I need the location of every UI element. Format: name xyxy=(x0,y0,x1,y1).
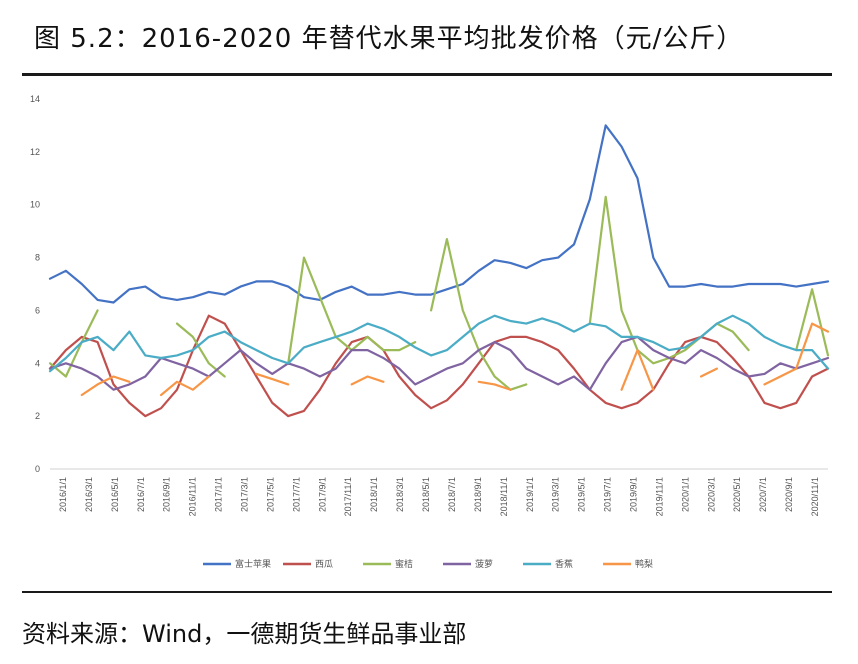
x-tick-label: 2016/9/1 xyxy=(162,477,172,512)
y-tick-label: 14 xyxy=(30,94,40,104)
series-line-6 xyxy=(699,367,719,378)
x-tick-label: 2019/7/1 xyxy=(603,477,613,512)
title-rule xyxy=(22,73,832,76)
series-line-4 xyxy=(48,335,830,391)
x-tick-label: 2016/11/1 xyxy=(188,477,198,516)
source-rule xyxy=(22,591,832,593)
x-tick-label: 2019/3/1 xyxy=(551,477,561,512)
x-tick-label: 2017/11/1 xyxy=(343,477,353,516)
x-tick-label: 2018/7/1 xyxy=(447,477,457,512)
y-tick-label: 10 xyxy=(30,200,40,210)
x-tick-label: 2019/11/1 xyxy=(654,477,664,516)
legend-label-6: 鸭梨 xyxy=(635,558,653,569)
series-line-3 xyxy=(588,195,750,365)
series-line-6 xyxy=(620,349,655,391)
series-layer xyxy=(48,124,830,418)
series-line-6 xyxy=(763,322,830,386)
x-tick-label: 2017/5/1 xyxy=(265,477,275,512)
series-line-6 xyxy=(477,380,512,391)
figure-title: 图 5.2：2016-2020 年替代水果平均批发价格（元/公斤） xyxy=(34,24,744,54)
y-tick-label: 2 xyxy=(35,411,40,421)
x-tick-label: 2016/7/1 xyxy=(136,477,146,512)
x-tick-label: 2017/9/1 xyxy=(317,477,327,512)
x-tick-label: 2020/5/1 xyxy=(732,477,742,512)
series-line-6 xyxy=(350,375,385,386)
y-tick-label: 4 xyxy=(35,358,40,368)
series-line-5 xyxy=(48,314,830,373)
x-tick-label: 2020/1/1 xyxy=(680,477,690,512)
line-chart: 0 2 4 6 8 10 12 14 2016/1/1 2016/3/1 2016/5/1 2016/… xyxy=(30,94,830,569)
x-tick-label: 2020/3/1 xyxy=(706,477,716,512)
series-line-6 xyxy=(160,375,210,397)
y-tick-label: 0 xyxy=(35,464,40,474)
x-tick-label: 2018/5/1 xyxy=(421,477,431,512)
series-line-6 xyxy=(80,375,131,397)
x-tick-label: 2020/9/1 xyxy=(784,477,794,512)
legend-label-5: 香蕉 xyxy=(555,558,573,569)
legend-label-2: 西瓜 xyxy=(315,559,333,569)
series-line-2 xyxy=(48,314,830,418)
series-line-3 xyxy=(430,238,528,391)
legend-label-3: 蜜桔 xyxy=(395,558,413,569)
axis-layer: 0 2 4 6 8 10 12 14 2016/1/1 2016/3/1 2016/5/1 2016/… xyxy=(30,94,828,516)
x-tick-label: 2016/3/1 xyxy=(84,477,94,512)
y-tick-label: 8 xyxy=(35,253,40,263)
x-tick-label: 2018/1/1 xyxy=(369,477,379,512)
x-tick-label: 2018/3/1 xyxy=(395,477,405,512)
legend-label-1: 富士苹果 xyxy=(235,558,271,569)
series-line-1 xyxy=(48,124,830,304)
y-tick-label: 12 xyxy=(30,147,40,157)
y-tick-label: 6 xyxy=(35,305,40,315)
x-tick-label: 2016/5/1 xyxy=(110,477,120,512)
x-tick-label: 2019/1/1 xyxy=(525,477,535,512)
figure-source: 资料来源：Wind，一德期货生鲜品事业部 xyxy=(22,620,467,648)
x-tick-label: 2017/1/1 xyxy=(214,477,224,512)
x-tick-label: 2017/7/1 xyxy=(291,477,301,512)
x-tick-label: 2018/11/1 xyxy=(499,477,509,516)
x-tick-label: 2017/3/1 xyxy=(240,477,250,512)
legend-label-4: 菠萝 xyxy=(475,558,493,569)
x-tick-label: 2016/1/1 xyxy=(58,477,68,512)
x-tick-label: 2020/7/1 xyxy=(758,477,768,512)
x-tick-label: 2019/9/1 xyxy=(629,477,639,512)
series-line-3 xyxy=(795,288,830,357)
legend: 富士苹果 西瓜 蜜桔 菠萝 香蕉 鸭梨 xyxy=(203,558,653,569)
x-tick-label: 2018/9/1 xyxy=(473,477,483,512)
x-tick-label: 2020/11/1 xyxy=(810,477,820,516)
x-tick-label: 2019/5/1 xyxy=(577,477,587,512)
series-line-6 xyxy=(255,372,290,386)
series-line-3 xyxy=(48,309,99,378)
